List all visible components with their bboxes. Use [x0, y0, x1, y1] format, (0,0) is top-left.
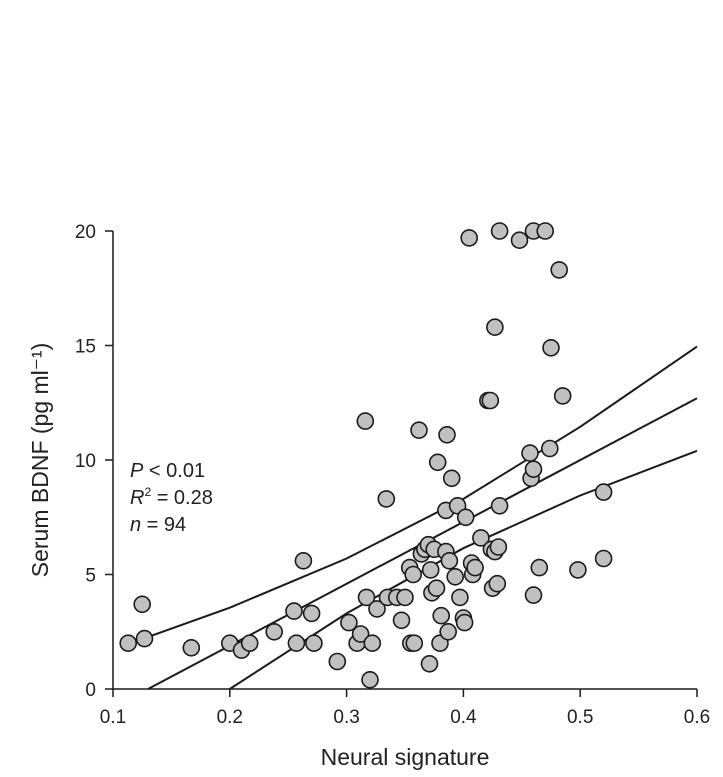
data-point	[438, 425, 456, 444]
y-tick-label: 10	[75, 451, 96, 472]
data-point	[351, 625, 370, 643]
data-point	[553, 387, 572, 405]
data-point	[287, 634, 306, 653]
x-tick-label: 0.1	[100, 707, 126, 728]
upper-confidence-line	[143, 345, 698, 640]
data-point	[285, 602, 303, 620]
data-point	[488, 574, 507, 593]
data-point	[432, 606, 451, 625]
data-point	[363, 634, 382, 653]
data-point	[356, 412, 375, 430]
p-value-text: P < 0.01	[130, 460, 205, 482]
data-point	[119, 634, 137, 653]
ticks: 0.1 0.2 0.3 0.4 0.5 0.6 0 5 10 15 20	[75, 222, 710, 728]
p-symbol: P	[130, 460, 144, 482]
x-axis-title: Neural signature	[321, 744, 490, 770]
data-point	[460, 229, 479, 247]
n-value: = 94	[141, 514, 186, 536]
data-point	[569, 561, 587, 579]
x-tick-label: 0.6	[684, 707, 710, 728]
p-value: < 0.01	[143, 460, 205, 482]
data-point	[594, 549, 613, 568]
r-squared-superscript: 2	[144, 485, 151, 499]
data-point	[536, 222, 555, 240]
data-point	[410, 421, 428, 440]
data-point	[135, 629, 154, 648]
lower-confidence-line	[229, 449, 698, 690]
x-tick-label: 0.2	[217, 707, 243, 728]
data-point	[446, 567, 465, 586]
data-point	[490, 496, 509, 515]
data-point	[396, 588, 414, 607]
data-point	[420, 654, 439, 673]
data-point	[510, 231, 529, 249]
data-points	[119, 222, 613, 689]
y-tick-label: 15	[75, 337, 96, 358]
data-point	[305, 634, 323, 653]
data-point	[540, 439, 559, 458]
data-point	[550, 261, 569, 279]
stats-annotation: P < 0.01 R2 = 0.28 n = 94	[130, 460, 213, 536]
data-point	[265, 622, 284, 641]
y-tick-label: 0	[85, 680, 96, 701]
data-point	[421, 561, 440, 579]
data-point	[466, 558, 484, 577]
n-text: n = 94	[130, 514, 186, 536]
data-point	[405, 634, 424, 653]
data-point	[240, 634, 259, 653]
data-point	[490, 222, 509, 240]
n-symbol: n	[130, 514, 141, 536]
data-point	[456, 508, 475, 527]
data-point	[377, 490, 396, 508]
data-point	[442, 469, 461, 488]
data-point	[530, 558, 549, 577]
data-point	[361, 670, 379, 689]
data-point	[392, 611, 411, 630]
x-tick-label: 0.4	[450, 707, 477, 728]
data-point	[427, 579, 446, 598]
data-point	[472, 529, 490, 547]
y-tick-label: 20	[75, 222, 96, 243]
data-point	[521, 444, 539, 462]
data-point	[182, 638, 201, 657]
x-tick-label: 0.5	[567, 707, 593, 728]
data-point	[486, 318, 504, 337]
r-squared-text: R2 = 0.28	[130, 485, 213, 509]
r-symbol: R	[130, 487, 144, 509]
x-tick-label: 0.3	[333, 707, 359, 728]
y-axis-title: Serum BDNF (pg ml⁻¹)	[27, 343, 53, 578]
data-point	[404, 565, 423, 584]
data-point	[302, 604, 321, 623]
data-point	[368, 600, 386, 618]
data-point	[428, 453, 447, 472]
data-point	[294, 551, 313, 570]
data-point	[439, 622, 458, 641]
data-point	[357, 588, 376, 607]
data-point	[524, 460, 543, 479]
data-point	[542, 338, 560, 357]
data-point	[455, 613, 474, 632]
data-point	[594, 483, 613, 501]
data-point	[524, 586, 543, 604]
data-point	[440, 551, 459, 570]
data-point	[451, 588, 469, 607]
data-point	[328, 652, 347, 671]
data-point	[489, 538, 508, 556]
r-squared-value: = 0.28	[151, 487, 213, 509]
data-point	[133, 595, 151, 614]
data-point	[481, 391, 500, 410]
data-point	[340, 613, 358, 632]
y-tick-label: 5	[85, 566, 96, 587]
